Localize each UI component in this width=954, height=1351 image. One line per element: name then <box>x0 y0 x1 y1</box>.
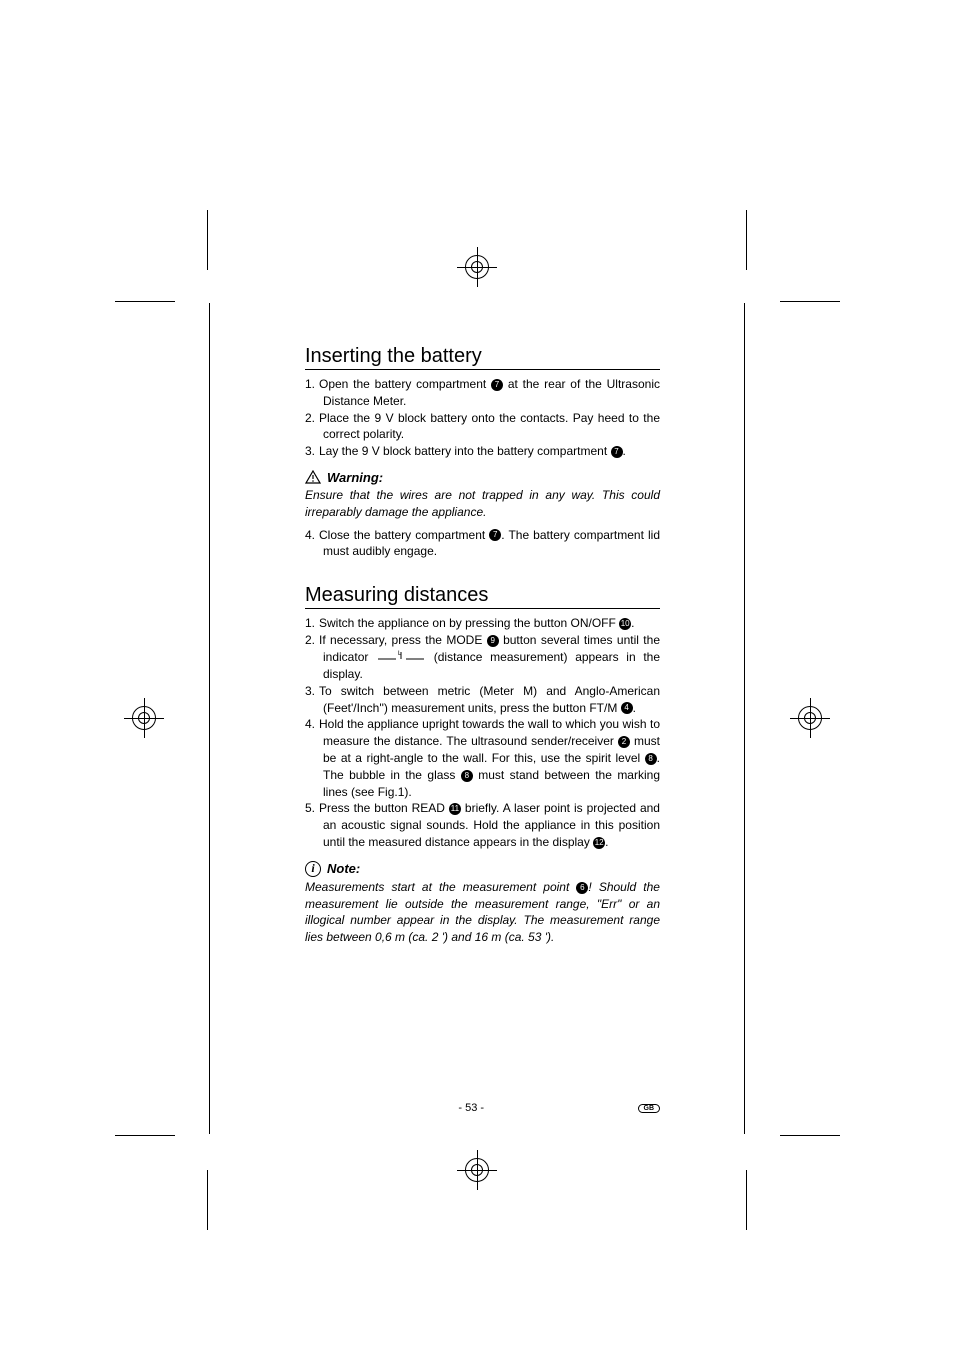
note-text: Measurements start at the measurement po… <box>305 879 660 946</box>
heading-measuring: Measuring distances <box>305 584 660 609</box>
info-icon: i <box>305 861 321 877</box>
distance-indicator-icon: L <box>376 649 426 666</box>
trim-line-left <box>209 303 210 1134</box>
note-row: i Note: <box>305 861 660 877</box>
measure-step-5: 5.Press the button READ 11 briefly. A la… <box>305 800 660 850</box>
battery-step-2: 2.Place the 9 V block battery onto the c… <box>305 410 660 444</box>
battery-list: 1.Open the battery compartment 7 at the … <box>305 376 660 460</box>
ref-10-icon: 10 <box>619 618 631 630</box>
ref-8-icon: 8 <box>461 770 473 782</box>
warning-row: Warning: <box>305 470 660 485</box>
note-label: Note: <box>327 861 360 876</box>
battery-step-1: 1.Open the battery compartment 7 at the … <box>305 376 660 410</box>
reg-mark-right <box>790 698 830 738</box>
trim-line-right <box>744 303 745 1134</box>
page-content: Inserting the battery 1.Open the battery… <box>305 345 660 946</box>
ref-7-icon: 7 <box>611 446 623 458</box>
measure-step-2: 2.If necessary, press the MODE 9 button … <box>305 632 660 683</box>
warning-text: Ensure that the wires are not trapped in… <box>305 487 660 521</box>
ref-4-icon: 4 <box>621 702 633 714</box>
ref-7-icon: 7 <box>489 529 501 541</box>
ref-12-icon: 12 <box>593 837 605 849</box>
ref-6-icon: 6 <box>576 882 588 894</box>
warning-triangle-icon <box>305 470 321 484</box>
ref-2-icon: 2 <box>618 736 630 748</box>
measure-step-4: 4.Hold the appliance upright towards the… <box>305 716 660 800</box>
ref-9-icon: 9 <box>487 635 499 647</box>
language-badge: GB <box>638 1104 661 1113</box>
battery-step-3: 3.Lay the 9 V block battery into the bat… <box>305 443 660 460</box>
measure-step-1: 1.Switch the appliance on by pressing th… <box>305 615 660 632</box>
page-number: - 53 - <box>458 1102 484 1114</box>
ref-7-icon: 7 <box>491 379 503 391</box>
reg-mark-bottom <box>457 1150 497 1190</box>
reg-mark-left <box>124 698 164 738</box>
measure-step-3: 3.To switch between metric (Meter M) and… <box>305 683 660 717</box>
heading-battery: Inserting the battery <box>305 345 660 370</box>
battery-step-4: 4.Close the battery compartment 7. The b… <box>305 527 660 561</box>
warning-label: Warning: <box>327 470 383 485</box>
ref-11-icon: 11 <box>449 803 461 815</box>
ref-8-icon: 8 <box>645 753 657 765</box>
reg-mark-top <box>457 247 497 287</box>
measuring-list: 1.Switch the appliance on by pressing th… <box>305 615 660 851</box>
battery-list-2: 4.Close the battery compartment 7. The b… <box>305 527 660 561</box>
page-footer: - 53 - GB <box>305 1102 660 1114</box>
